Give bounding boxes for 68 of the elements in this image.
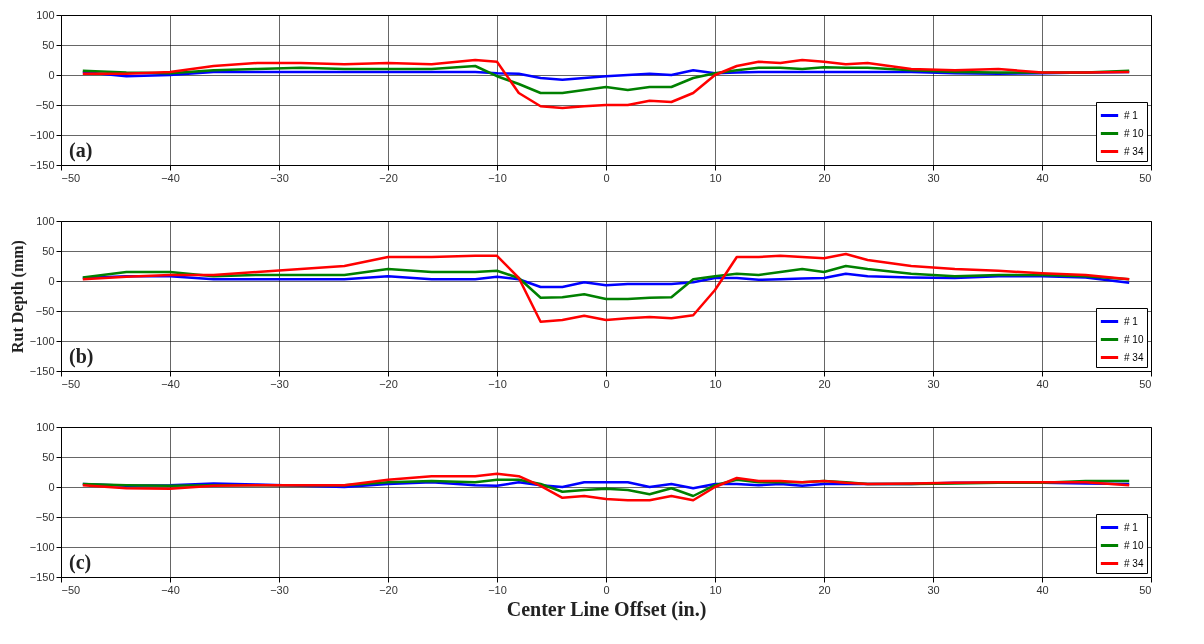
- x-tick-label: 50: [1139, 171, 1152, 184]
- x-tick-label: −50: [61, 377, 81, 390]
- y-tick-label: 50: [42, 450, 55, 463]
- x-tick-label: 50: [1139, 377, 1152, 390]
- annotation: (c): [69, 551, 92, 574]
- x-tick-label: 0: [603, 583, 610, 596]
- line-series: [81, 58, 1131, 110]
- y-tick-label: −150: [29, 158, 55, 171]
- x-tick-label: −30: [270, 171, 289, 184]
- x-tick-label: −40: [161, 171, 180, 184]
- y-tick-label: −100: [29, 334, 55, 347]
- x-tick-label: −30: [270, 377, 289, 390]
- y-tick-label: −100: [29, 540, 55, 553]
- x-tick-label: 40: [1036, 377, 1049, 390]
- line-series: [81, 252, 1131, 324]
- legend-label: # 1: [1124, 315, 1139, 327]
- y-tick-label: −50: [35, 304, 55, 317]
- y-axis-title: Rut Depth (mm): [8, 240, 27, 353]
- x-tick-label: 0: [603, 171, 610, 184]
- y-tick-label: 100: [36, 420, 55, 433]
- annotation: (b): [69, 345, 94, 368]
- y-tick-label: −100: [29, 128, 55, 141]
- legend-label: # 34: [1124, 145, 1144, 157]
- y-tick-label: −50: [35, 510, 55, 523]
- x-tick-label: −10: [488, 583, 507, 596]
- legend-label: # 10: [1124, 333, 1144, 345]
- x-tick-label: 10: [709, 171, 722, 184]
- x-tick-label: 40: [1036, 171, 1049, 184]
- y-tick-label: 50: [42, 244, 55, 257]
- x-tick-label: 10: [709, 583, 722, 596]
- x-tick-label: −50: [61, 171, 81, 184]
- x-tick-label: 30: [927, 583, 940, 596]
- y-tick-label: 100: [36, 8, 55, 21]
- x-tick-label: 40: [1036, 583, 1049, 596]
- x-tick-label: 0: [603, 377, 610, 390]
- x-tick-label: 20: [818, 377, 831, 390]
- legend-label: # 34: [1124, 351, 1144, 363]
- legend-label: # 34: [1124, 557, 1144, 569]
- annotation: (a): [69, 139, 93, 162]
- y-tick-label: −150: [29, 570, 55, 583]
- y-tick-label: −50: [35, 98, 55, 111]
- x-tick-label: −20: [379, 377, 398, 390]
- legend-label: # 10: [1124, 127, 1144, 139]
- x-axis-title: Center Line Offset (in.): [506, 597, 707, 621]
- x-tick-label: −20: [379, 171, 398, 184]
- x-tick-label: −40: [161, 377, 180, 390]
- x-tick-label: −10: [488, 377, 507, 390]
- x-tick-label: −40: [161, 583, 180, 596]
- legend-label: # 10: [1124, 539, 1144, 551]
- x-tick-label: 30: [927, 377, 940, 390]
- y-tick-label: 0: [48, 274, 55, 287]
- legend-label: # 1: [1124, 521, 1139, 533]
- y-tick-label: 50: [42, 38, 55, 51]
- x-tick-label: 50: [1139, 583, 1152, 596]
- x-tick-label: 20: [818, 583, 831, 596]
- legend-label: # 1: [1124, 109, 1139, 121]
- y-tick-label: 0: [48, 480, 55, 493]
- x-tick-label: −30: [270, 583, 289, 596]
- y-tick-label: −150: [29, 364, 55, 377]
- line-series: [81, 472, 1131, 502]
- x-tick-label: 10: [709, 377, 722, 390]
- x-tick-label: −10: [488, 171, 507, 184]
- x-tick-label: 20: [818, 171, 831, 184]
- x-tick-label: 30: [927, 171, 940, 184]
- y-tick-label: 100: [36, 214, 55, 227]
- y-tick-label: 0: [48, 68, 55, 81]
- x-tick-label: −20: [379, 583, 398, 596]
- x-tick-label: −50: [61, 583, 81, 596]
